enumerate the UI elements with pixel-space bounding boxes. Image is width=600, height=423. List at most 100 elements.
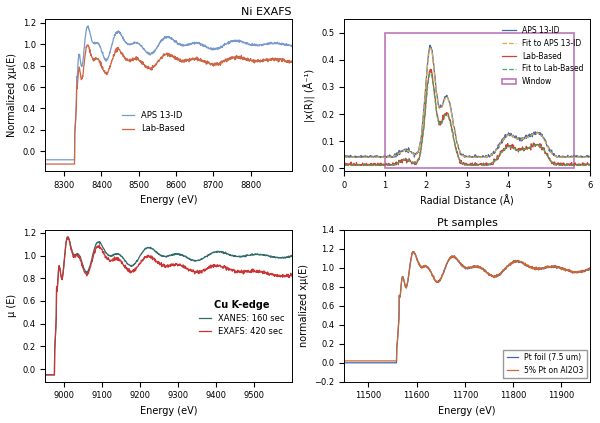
Lab-Based [227, 56, 235, 61]
EXAFS: 420 sec: (8.99e+03, 0.839): 420 sec: (8.99e+03, 0.839) [57, 271, 64, 276]
APS 13-ID [227, 38, 235, 44]
Line: EXAFS: 420 sec: EXAFS: 420 sec [46, 237, 292, 375]
APS 13-ID [255, 43, 262, 48]
Line: 5% Pt on Al2O3: 5% Pt on Al2O3 [344, 252, 590, 361]
5% Pt on Al2O3 [340, 358, 347, 363]
Line: Lab-Based: Lab-Based [46, 45, 292, 164]
Fit to APS 13-ID [377, 155, 385, 160]
EXAFS: 420 sec: (9.36e+03, 0.867): 420 sec: (9.36e+03, 0.867) [199, 268, 206, 273]
5% Pt on Al2O3 [497, 271, 505, 276]
APS 13-ID [288, 44, 295, 49]
EXAFS: 420 sec: (9.33e+03, 0.876): 420 sec: (9.33e+03, 0.876) [185, 267, 193, 272]
Bar [385, 33, 574, 168]
APS 13-ID [427, 43, 434, 48]
Lab-Based [506, 143, 513, 148]
Y-axis label: normalized xμ(E): normalized xμ(E) [299, 264, 308, 347]
Line: APS 13-ID: APS 13-ID [344, 45, 590, 157]
Line: XANES: 160 sec: XANES: 160 sec [46, 237, 292, 375]
Y-axis label: Normalized χμ(E): Normalized χμ(E) [7, 53, 17, 137]
Lab-Based [475, 163, 482, 168]
Lab-Based [527, 145, 534, 150]
Lab-Based [587, 163, 594, 168]
5% Pt on Al2O3 [484, 271, 491, 276]
Fit to Lab-Based [453, 148, 460, 154]
Lab-Based [42, 162, 49, 167]
5% Pt on Al2O3 [527, 264, 535, 269]
Fit to Lab-Based [427, 71, 434, 76]
Fit to APS 13-ID [527, 133, 534, 138]
Fit to Lab-Based [404, 158, 412, 163]
APS 13-ID [42, 157, 49, 162]
APS 13-ID [217, 44, 224, 49]
Fit to Lab-Based [385, 162, 392, 168]
Line: Lab-Based: Lab-Based [344, 69, 590, 165]
5% Pt on Al2O3 [410, 249, 417, 254]
Lab-Based [148, 67, 155, 72]
APS 13-ID [69, 157, 76, 162]
Legend: APS 13-ID, Fit to APS 13-ID, Lab-Based, Fit to Lab-Based, Window: APS 13-ID, Fit to APS 13-ID, Lab-Based, … [499, 23, 587, 89]
APS 13-ID [452, 135, 460, 140]
APS 13-ID [487, 154, 494, 159]
Pt foil (7.5 um) [527, 265, 535, 270]
Lab-Based [106, 64, 113, 69]
APS 13-ID [527, 132, 534, 137]
Pt foil (7.5 um) [340, 360, 347, 365]
5% Pt on Al2O3 [356, 358, 363, 363]
EXAFS: 420 sec: (9.35e+03, 0.856): 420 sec: (9.35e+03, 0.856) [191, 269, 199, 275]
Lab-Based [404, 158, 411, 163]
Lab-Based [255, 57, 262, 62]
XANES: 160 sec: (9.44e+03, 1): 160 sec: (9.44e+03, 1) [229, 253, 236, 258]
EXAFS: 420 sec: (9.6e+03, 0.821): 420 sec: (9.6e+03, 0.821) [288, 273, 295, 278]
APS 13-ID [85, 23, 92, 28]
Lab-Based [427, 67, 434, 72]
Title: Pt samples: Pt samples [437, 218, 497, 228]
Legend: XANES: 160 sec, EXAFS: 420 sec: XANES: 160 sec, EXAFS: 420 sec [195, 297, 287, 340]
Lab-Based [487, 162, 494, 167]
Fit to APS 13-ID [587, 155, 594, 160]
Line: Fit to APS 13-ID: Fit to APS 13-ID [344, 48, 590, 157]
Pt foil (7.5 um) [497, 270, 505, 275]
Lab-Based [69, 162, 76, 167]
X-axis label: Energy (eV): Energy (eV) [140, 195, 197, 205]
Pt foil (7.5 um) [356, 360, 363, 365]
Lab-Based [217, 58, 224, 63]
Pt foil (7.5 um) [553, 264, 560, 269]
Lab-Based [84, 42, 91, 47]
XANES: 160 sec: (9.51e+03, 1.01): 160 sec: (9.51e+03, 1.01) [254, 252, 262, 257]
X-axis label: Energy (eV): Energy (eV) [439, 406, 496, 416]
Lab-Based [452, 145, 460, 150]
XANES: 160 sec: (8.95e+03, -0.05): 160 sec: (8.95e+03, -0.05) [42, 372, 49, 377]
XANES: 160 sec: (9.01e+03, 1.16): 160 sec: (9.01e+03, 1.16) [64, 234, 71, 239]
Fit to APS 13-ID [340, 155, 347, 160]
XANES: 160 sec: (9.36e+03, 0.971): 160 sec: (9.36e+03, 0.971) [199, 256, 206, 261]
APS 13-ID [506, 131, 513, 136]
Y-axis label: μ (E): μ (E) [7, 294, 17, 317]
EXAFS: 420 sec: (9.51e+03, 0.86): 420 sec: (9.51e+03, 0.86) [254, 269, 262, 274]
Fit to Lab-Based [506, 144, 513, 149]
XANES: 160 sec: (8.99e+03, 0.843): 160 sec: (8.99e+03, 0.843) [57, 271, 64, 276]
Fit to APS 13-ID [385, 154, 392, 159]
XANES: 160 sec: (9.35e+03, 0.952): 160 sec: (9.35e+03, 0.952) [191, 258, 199, 264]
Pt foil (7.5 um) [484, 270, 491, 275]
XANES: 160 sec: (9.6e+03, 0.991): 160 sec: (9.6e+03, 0.991) [288, 254, 295, 259]
Lab-Based [288, 59, 295, 64]
APS 13-ID [340, 153, 347, 158]
Line: Pt foil (7.5 um): Pt foil (7.5 um) [344, 251, 590, 363]
5% Pt on Al2O3 [587, 265, 594, 270]
Fit to APS 13-ID [506, 132, 513, 137]
APS 13-ID [106, 50, 113, 55]
5% Pt on Al2O3 [490, 274, 497, 279]
Text: Ni EXAFS: Ni EXAFS [241, 7, 292, 17]
Fit to Lab-Based [342, 163, 349, 168]
XANES: 160 sec: (9.33e+03, 0.972): 160 sec: (9.33e+03, 0.972) [185, 256, 193, 261]
Line: APS 13-ID: APS 13-ID [46, 26, 292, 160]
Line: Fit to Lab-Based: Fit to Lab-Based [344, 73, 590, 165]
Pt foil (7.5 um) [587, 265, 594, 270]
Fit to APS 13-ID [453, 137, 460, 143]
Lab-Based [384, 162, 391, 167]
Fit to APS 13-ID [427, 45, 434, 50]
EXAFS: 420 sec: (9.44e+03, 0.867): 420 sec: (9.44e+03, 0.867) [229, 268, 236, 273]
Legend: APS 13-ID, Lab-Based: APS 13-ID, Lab-Based [119, 108, 188, 137]
X-axis label: Energy (eV): Energy (eV) [140, 406, 197, 416]
APS 13-ID [587, 155, 594, 160]
